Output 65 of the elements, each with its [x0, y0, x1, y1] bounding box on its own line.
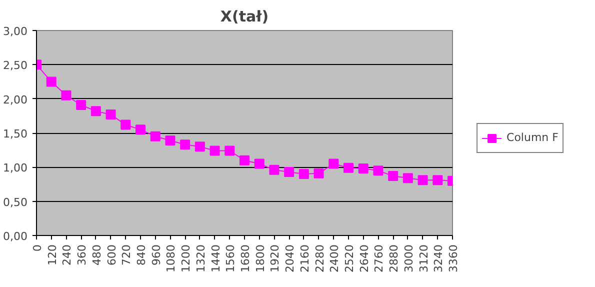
point [106, 110, 116, 120]
y-tick-label: 2,50 [3, 59, 28, 72]
x-tick-label: 240 [60, 244, 74, 266]
point [240, 155, 250, 166]
point [373, 166, 384, 176]
x-tick-label: 3120 [417, 244, 430, 272]
x-tick-label: 3360 [447, 244, 460, 272]
point [46, 76, 56, 87]
x-tick-label: 1680 [239, 244, 252, 272]
x-tick-label: 2520 [343, 244, 356, 272]
x-tick-label: 2400 [328, 244, 342, 272]
point [210, 146, 220, 156]
y-tick-label: 0,00 [3, 230, 28, 243]
y-tick-label: 3,00 [3, 25, 28, 38]
point [432, 175, 443, 186]
legend-label: Column F [506, 131, 558, 144]
x-tick-label: 1320 [194, 244, 208, 272]
point [388, 171, 398, 182]
y-tick-label: 2,00 [3, 93, 28, 106]
point [358, 164, 368, 174]
point [298, 169, 309, 179]
x-tick-label: 1920 [268, 244, 282, 272]
point [194, 142, 205, 152]
point [120, 120, 131, 130]
x-tick-label: 2040 [284, 244, 297, 272]
x-tick-label: 840 [135, 244, 148, 266]
point [136, 124, 146, 135]
point [314, 168, 324, 178]
x-tick-label: 0 [31, 244, 44, 252]
x-tick-label: 2760 [372, 244, 386, 272]
x-tick-label: 960 [150, 244, 163, 266]
point [269, 164, 280, 175]
x-tick-label: 3000 [402, 244, 416, 272]
point [165, 136, 176, 146]
point [76, 100, 86, 110]
x-tick-label: 120 [46, 244, 59, 266]
x-tick-label: 600 [105, 244, 118, 266]
y-tick-label: 0,50 [3, 196, 28, 209]
point [254, 158, 264, 169]
x-tick-label: 1560 [224, 244, 238, 272]
x-tick-label: 1080 [164, 244, 178, 272]
x-tick-label: 2640 [358, 244, 371, 272]
point [224, 146, 235, 156]
point [284, 166, 294, 177]
point [90, 106, 101, 116]
x-tick-label: 3240 [432, 244, 446, 272]
point [328, 158, 339, 169]
x-tick-label: 2160 [298, 244, 312, 272]
x-tick-label: 2880 [388, 244, 401, 272]
x-tick-label: 2280 [313, 244, 326, 272]
x-tick-label: 1800 [254, 244, 267, 272]
point [402, 173, 413, 184]
x-tick-label: 360 [76, 244, 89, 266]
point [61, 90, 72, 100]
x-tick-label: 1200 [180, 244, 193, 272]
x-tick-label: 1440 [209, 244, 222, 272]
x-tick-label: 720 [120, 244, 134, 266]
point [344, 162, 354, 173]
y-tick-label: 1,50 [3, 128, 28, 140]
x-tick-label: 480 [90, 244, 104, 266]
point [180, 140, 190, 150]
chart-title: X(tał) [220, 8, 269, 26]
point [418, 175, 428, 186]
point [150, 131, 160, 142]
y-tick-label: 1,00 [3, 162, 28, 175]
